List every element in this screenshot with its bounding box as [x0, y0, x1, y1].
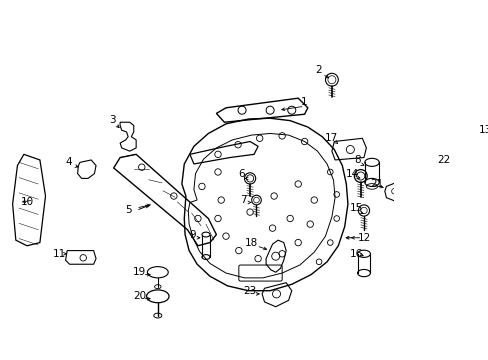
Text: 13: 13: [478, 125, 488, 135]
Text: 15: 15: [348, 203, 362, 213]
Text: 5: 5: [124, 206, 131, 216]
Text: 12: 12: [357, 233, 370, 243]
Text: 9: 9: [188, 230, 195, 239]
Text: 20: 20: [133, 291, 145, 301]
Text: 18: 18: [244, 238, 258, 248]
Text: 1: 1: [301, 97, 307, 107]
Text: 19: 19: [132, 267, 146, 277]
Text: 22: 22: [437, 155, 450, 165]
Text: 4: 4: [65, 157, 72, 167]
Text: 23: 23: [243, 286, 256, 296]
Text: 8: 8: [353, 155, 360, 165]
Text: 2: 2: [315, 65, 322, 75]
Text: 7: 7: [240, 195, 246, 205]
Text: 6: 6: [238, 168, 245, 179]
Text: 14: 14: [346, 168, 359, 179]
Text: 10: 10: [20, 198, 34, 207]
Text: 16: 16: [348, 249, 362, 259]
Text: 3: 3: [108, 115, 115, 125]
Text: 21: 21: [369, 179, 383, 189]
Text: 17: 17: [325, 133, 338, 143]
Text: 11: 11: [52, 249, 66, 259]
